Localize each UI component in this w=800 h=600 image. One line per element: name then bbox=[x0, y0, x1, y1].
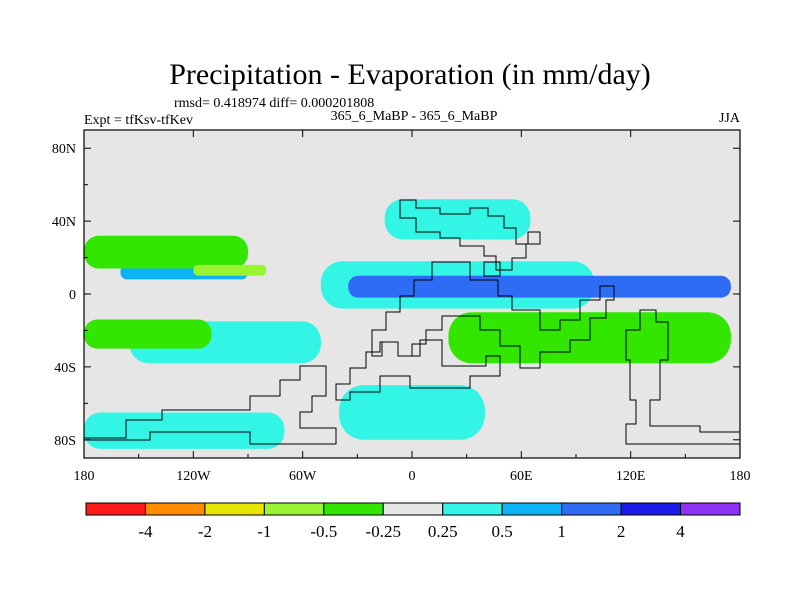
y-axis: 80N 40N 0 40S 80S bbox=[52, 142, 740, 449]
y-tick-label-4: 80S bbox=[54, 434, 76, 449]
colorbar-label-5: 0.25 bbox=[428, 522, 458, 541]
colorbar-swatch-6 bbox=[442, 502, 503, 516]
x-tick-label-4: 60E bbox=[510, 469, 533, 484]
colorbar-swatch-2 bbox=[204, 502, 265, 516]
colorbar-label-3: -0.5 bbox=[310, 522, 337, 541]
x-tick-label-3: 0 bbox=[409, 469, 416, 484]
colorbar-swatch-4 bbox=[323, 502, 384, 516]
y-tick-label-2: 0 bbox=[69, 288, 76, 303]
colorbar: -4 -2 -1 -0.5 -0.25 0.25 0.5 1 2 4 bbox=[85, 502, 741, 541]
contour-region-8 bbox=[84, 412, 285, 449]
y-tick-label-0: 80N bbox=[52, 142, 76, 157]
y-tick-label-3: 40S bbox=[54, 361, 76, 376]
contour-region-4 bbox=[84, 235, 248, 269]
x-tick-label-1: 120W bbox=[176, 469, 211, 484]
center-label: 365_6_MaBP - 365_6_MaBP bbox=[331, 109, 498, 124]
colorbar-label-1: -2 bbox=[198, 522, 212, 541]
left-label: Expt = tfKsv-tfKev bbox=[84, 113, 193, 128]
continent-outlines bbox=[84, 199, 740, 445]
contour-region-10 bbox=[384, 199, 531, 240]
colorbar-label-9: 4 bbox=[676, 522, 685, 541]
colorbar-swatch-7 bbox=[501, 502, 563, 516]
colorbar-label-8: 2 bbox=[617, 522, 626, 541]
colorbar-swatch-5 bbox=[382, 502, 444, 516]
y-tick-label-1: 40N bbox=[52, 215, 76, 230]
colorbar-swatch-10 bbox=[680, 502, 741, 516]
colorbar-label-6: 0.5 bbox=[492, 522, 513, 541]
chart-title: Precipitation - Evaporation (in mm/day) bbox=[169, 58, 651, 91]
colorbar-swatch-1 bbox=[144, 502, 206, 516]
contour-region-6 bbox=[84, 319, 212, 349]
right-label: JJA bbox=[719, 111, 741, 126]
contour-region-2 bbox=[348, 275, 731, 298]
x-tick-label-2: 60W bbox=[289, 469, 317, 484]
colorbar-label-2: -1 bbox=[257, 522, 271, 541]
colorbar-label-4: -0.25 bbox=[366, 522, 401, 541]
colorbar-label-0: -4 bbox=[138, 522, 153, 541]
x-tick-label-5: 120E bbox=[616, 469, 646, 484]
x-axis: 180 120W 60W 0 60E 120E 180 bbox=[74, 130, 751, 484]
x-tick-label-6: 180 bbox=[730, 469, 751, 484]
colorbar-swatch-9 bbox=[620, 502, 682, 516]
colorbar-label-7: 1 bbox=[557, 522, 566, 541]
contour-region-9 bbox=[339, 385, 485, 440]
stats-line: rmsd= 0.418974 diff= 0.000201808 bbox=[174, 96, 374, 111]
colorbar-swatch-8 bbox=[561, 502, 622, 516]
contour-region-5 bbox=[193, 264, 267, 276]
colorbar-swatch-3 bbox=[263, 502, 325, 516]
colorbar-swatch-0 bbox=[85, 502, 146, 516]
x-tick-label-0: 180 bbox=[74, 469, 95, 484]
